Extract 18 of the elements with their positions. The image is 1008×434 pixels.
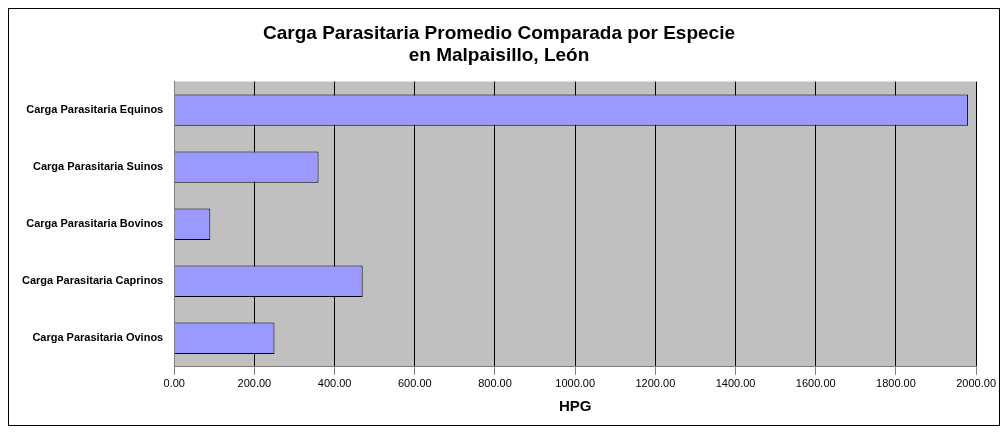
x-tick-label: 2000.00: [956, 377, 996, 390]
x-tick-label: 600.00: [397, 377, 432, 390]
x-tick-label: 1200.00: [635, 377, 676, 390]
x-tick-label: 800.00: [478, 377, 512, 390]
x-tick-label: 200.00: [237, 377, 272, 390]
chart-title: Carga Parasitaria Promedio Comparada por Especie en Malpaisillo, León: [262, 21, 736, 66]
y-tick-label: Carga Parasitaria Equinos: [26, 103, 164, 116]
y-tick-label: Carga Parasitaria Caprinos: [21, 274, 164, 287]
x-tick-label: 1000.00: [555, 377, 596, 390]
x-tick-label: 400.00: [317, 377, 352, 390]
x-tick-label: 1800.00: [876, 377, 916, 390]
x-tick-label: 0.00: [163, 377, 185, 390]
x-tick-label: 1600.00: [795, 377, 836, 390]
y-tick-label: Carga Parasitaria Suinos: [32, 160, 164, 173]
y-tick-label: Carga Parasitaria Bovinos: [26, 217, 164, 230]
y-tick-label: Carga Parasitaria Ovinos: [32, 331, 164, 344]
x-axis-title: HPG: [558, 397, 592, 415]
x-tick-label: 1400.00: [715, 377, 756, 390]
